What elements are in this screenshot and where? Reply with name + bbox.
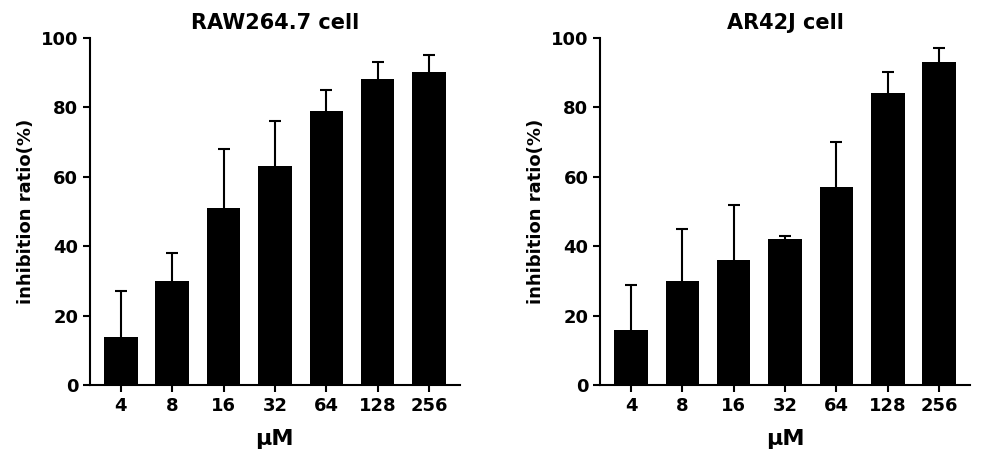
Bar — [922, 62, 956, 385]
Title: RAW264.7 cell: RAW264.7 cell — [191, 13, 359, 33]
Title: AR42J cell: AR42J cell — [727, 13, 844, 33]
Bar — [871, 93, 905, 385]
Bar — [361, 79, 394, 385]
Bar — [820, 187, 853, 385]
X-axis label: μM: μM — [766, 429, 804, 449]
Bar — [412, 72, 446, 385]
Bar — [104, 337, 138, 385]
Bar — [258, 166, 292, 385]
Y-axis label: inhibition ratio(%): inhibition ratio(%) — [17, 119, 35, 304]
Bar — [155, 281, 189, 385]
X-axis label: μM: μM — [256, 429, 294, 449]
Bar — [614, 330, 648, 385]
Bar — [768, 239, 802, 385]
Bar — [666, 281, 699, 385]
Bar — [310, 110, 343, 385]
Bar — [717, 260, 750, 385]
Y-axis label: inhibition ratio(%): inhibition ratio(%) — [527, 119, 545, 304]
Bar — [207, 208, 240, 385]
